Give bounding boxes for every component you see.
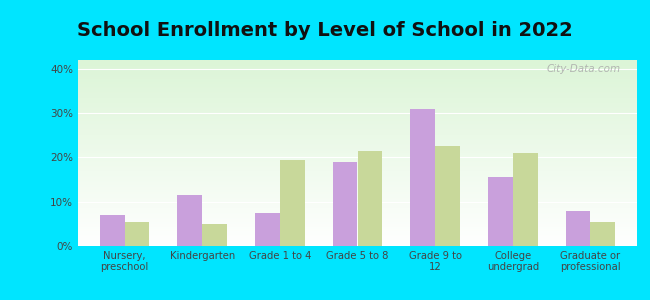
Bar <box>435 146 460 246</box>
Bar <box>125 222 150 246</box>
Text: School Enrollment by Level of School in 2022: School Enrollment by Level of School in … <box>77 21 573 40</box>
Bar <box>202 224 227 246</box>
Bar <box>255 213 280 246</box>
Bar <box>590 222 616 246</box>
Bar <box>280 160 305 246</box>
Bar <box>177 195 202 246</box>
Bar <box>566 211 590 246</box>
Bar <box>99 215 125 246</box>
Bar <box>488 177 513 246</box>
Bar <box>333 162 358 246</box>
Bar <box>410 109 435 246</box>
Bar <box>358 151 382 246</box>
Bar <box>513 153 538 246</box>
Text: City-Data.com: City-Data.com <box>546 64 620 74</box>
